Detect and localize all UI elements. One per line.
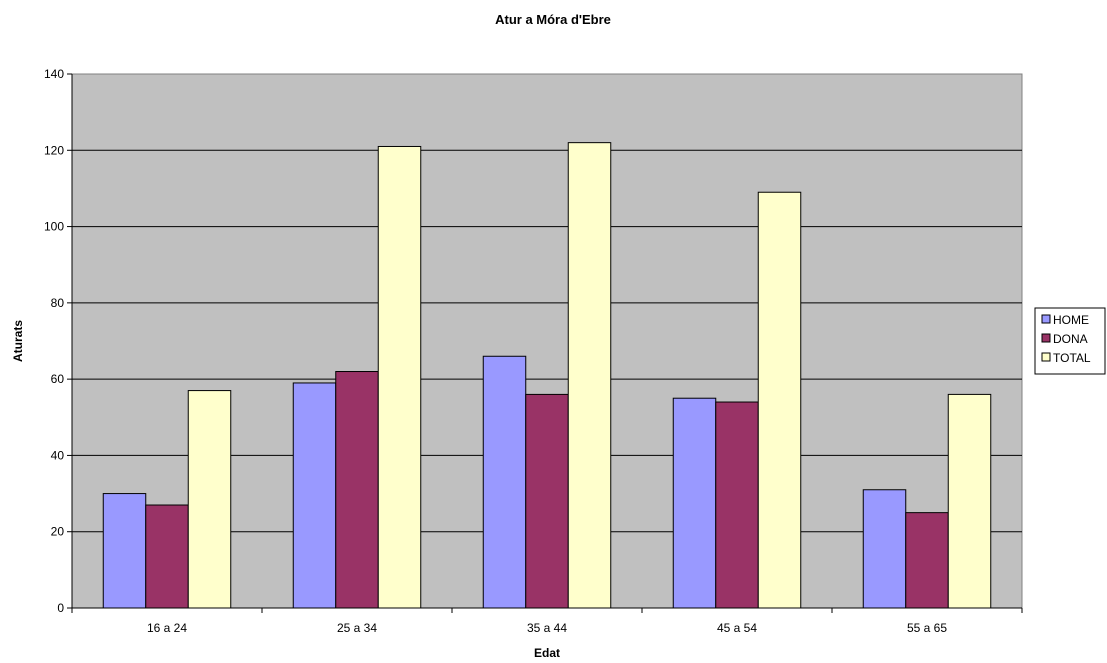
x-tick-label: 35 a 44 [527,621,567,635]
bar-total-2 [567,142,612,609]
bar-home-0 [102,493,147,609]
legend-swatch-home [1041,314,1051,324]
bars [102,142,992,609]
bar-total-4 [947,393,992,609]
y-tick-label: 120 [44,143,64,157]
y-tick-label: 140 [44,67,64,81]
bar-dona-1 [335,371,379,609]
bar-dona-2 [525,393,569,609]
x-tick-label: 16 a 24 [147,621,187,635]
x-tick-label: 25 a 34 [337,621,377,635]
x-axis: 16 a 24 25 a 34 35 a 44 45 a 54 55 a 65 [71,607,1023,635]
bar-home-3 [672,397,717,609]
y-axis: 0 20 40 60 80 100 120 140 [44,67,73,615]
x-axis-title: Edat [534,646,560,660]
legend-label-total: TOTAL [1053,351,1091,365]
y-tick-label: 80 [51,296,65,310]
bar-dona-4 [905,512,949,609]
y-tick-label: 40 [51,448,65,462]
y-tick-label: 100 [44,220,64,234]
legend-label-home: HOME [1053,313,1089,327]
y-tick-label: 60 [51,372,65,386]
x-tick-label: 45 a 54 [717,621,757,635]
legend-label-dona: DONA [1053,332,1088,346]
y-tick-label: 0 [57,601,64,615]
bar-home-1 [292,382,337,609]
y-tick-label: 20 [51,525,65,539]
y-axis-title: Aturats [11,320,25,362]
x-tick-label: 55 a 65 [907,621,947,635]
bar-total-3 [757,191,802,609]
chart-title: Atur a Móra d'Ebre [495,12,611,27]
bar-total-1 [377,145,422,609]
bar-total-0 [187,390,232,609]
bar-dona-3 [715,401,759,609]
bar-home-4 [862,489,907,609]
bar-dona-0 [145,504,189,609]
legend-swatch-total [1041,352,1051,362]
bar-home-2 [482,355,527,609]
legend: HOME DONA TOTAL [1034,307,1106,375]
legend-swatch-dona [1041,333,1051,343]
